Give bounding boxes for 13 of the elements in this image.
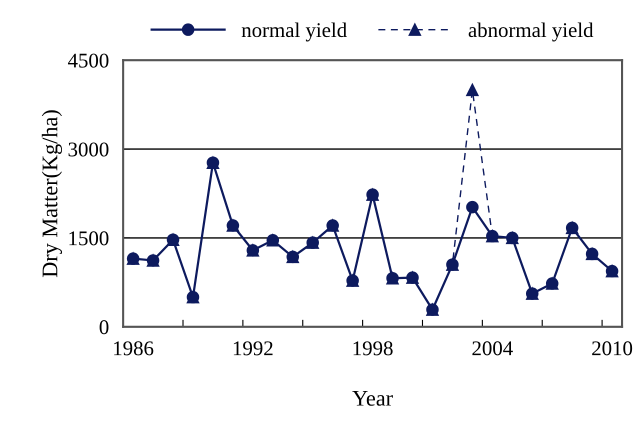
legend-label: normal yield bbox=[242, 22, 347, 42]
x-tick-label: 2004 bbox=[472, 341, 513, 356]
x-axis-title: Year bbox=[352, 391, 393, 406]
legend-label: abnormal yield bbox=[468, 22, 594, 42]
x-tick-label: 1986 bbox=[114, 341, 154, 356]
y-tick-label: 3000 bbox=[68, 142, 108, 156]
y-tick-label: 4500 bbox=[68, 54, 108, 68]
y-axis-title: Dry Matter(Kg/ha) bbox=[42, 110, 62, 278]
y-tick-label: 0 bbox=[100, 320, 108, 334]
y-tick-label: 1500 bbox=[69, 231, 108, 246]
x-tick-label: 1992 bbox=[234, 341, 273, 356]
x-tick-label: 2010 bbox=[592, 341, 632, 356]
x-tick-label: 1998 bbox=[354, 341, 393, 356]
